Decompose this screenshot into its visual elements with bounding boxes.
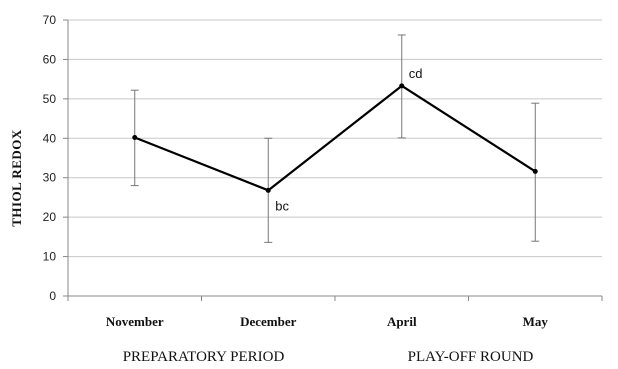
period-label: PLAY-OFF ROUND (408, 349, 534, 365)
y-tick-label: 30 (43, 171, 57, 185)
series-line (134, 84, 536, 192)
x-category-label: May (523, 314, 549, 329)
y-tick-label: 40 (43, 131, 57, 145)
significance-label: cd (409, 66, 423, 81)
y-tick-label: 70 (43, 13, 57, 27)
gridlines (68, 19, 602, 258)
data-points (132, 83, 538, 193)
period-label: PREPARATORY PERIOD (123, 349, 285, 365)
annotations: bc cd (275, 66, 422, 213)
data-point (265, 187, 271, 193)
significance-label: bc (275, 198, 289, 213)
data-point (532, 168, 538, 174)
x-category-label: November (106, 314, 164, 329)
x-category-label: April (387, 314, 417, 329)
y-tick-label: 60 (43, 52, 57, 66)
y-tick-labels: 0 10 20 30 40 50 60 70 (43, 13, 57, 303)
data-point (399, 83, 405, 89)
axes (63, 19, 603, 301)
y-axis-label: THIOL REDOX (9, 129, 24, 227)
y-tick-label: 10 (43, 250, 57, 264)
y-tick-label: 20 (43, 210, 57, 224)
data-point (132, 134, 138, 140)
x-category-labels: November December April May (106, 314, 549, 329)
series-lines (134, 84, 536, 192)
y-tick-label: 50 (43, 92, 57, 106)
y-tick-label: 0 (49, 289, 56, 303)
period-labels: PREPARATORY PERIOD PLAY-OFF ROUND (123, 349, 534, 365)
x-category-label: December (240, 314, 297, 329)
